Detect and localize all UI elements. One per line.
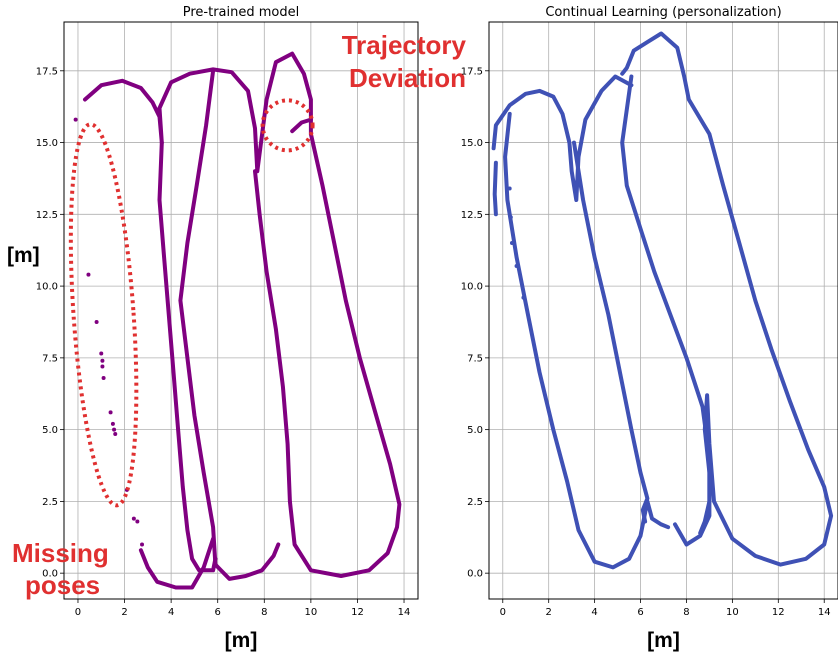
pose-point: [110, 421, 115, 426]
y-tick-label: 12.5: [461, 210, 483, 221]
plot-frame: [488, 21, 838, 600]
pose-point: [100, 358, 105, 363]
plot-frame: [63, 21, 419, 600]
annotation-label: poses: [25, 570, 100, 600]
y-axis-label: [m]: [7, 244, 40, 267]
x-tick-label: 14: [398, 607, 411, 618]
y-tick-label: 0.0: [467, 569, 483, 580]
y-tick-label: 7.5: [467, 353, 483, 364]
pose-point: [514, 264, 519, 269]
x-tick-label: 4: [168, 607, 174, 618]
trajectory-path: [620, 74, 712, 535]
y-tick-label: 15.0: [461, 138, 483, 149]
pose-point: [135, 519, 140, 524]
pretrained-model-panel: 0 2 4 6 8 10 12 14 0.0 2.5 5.0 7.5 10.0 12.5 15.0 17.5 P…: [7, 5, 467, 652]
x-axis-label: [m]: [225, 629, 258, 652]
pose-point: [521, 295, 526, 300]
y-tick-label: 10.0: [36, 282, 58, 293]
annotation-label: Missing: [12, 538, 109, 568]
x-tick-label: 10: [305, 607, 318, 618]
pose-point: [73, 117, 78, 122]
y-tick-label: 12.5: [36, 210, 58, 221]
pose-point: [100, 364, 105, 369]
y-tick-label: 2.5: [467, 497, 483, 508]
pose-point: [108, 410, 113, 415]
chart-title: Pre-trained model: [183, 5, 299, 20]
trajectory-path: [290, 117, 313, 134]
y-tick-label: 17.5: [36, 66, 58, 77]
pose-point: [131, 516, 136, 521]
x-tick-label: 14: [818, 607, 831, 618]
x-tick-label: 10: [726, 607, 739, 618]
y-tick-label: 5.0: [42, 425, 58, 436]
pose-point: [112, 427, 117, 432]
trajectory-path: [491, 74, 634, 202]
x-tick-label: 0: [500, 607, 506, 618]
missing-poses-highlight: [68, 122, 139, 508]
x-tick-label: 12: [772, 607, 785, 618]
x-tick-label: 12: [351, 607, 364, 618]
x-tick-label: 8: [261, 607, 267, 618]
deviation-highlight: [260, 98, 315, 153]
trajectory-path: [620, 31, 834, 567]
trajectory-path: [138, 536, 216, 590]
pose-point: [509, 241, 514, 246]
x-tick-label: 0: [75, 607, 81, 618]
pose-point: [86, 272, 91, 277]
y-tick-label: 5.0: [467, 425, 483, 436]
trajectory-path: [178, 68, 281, 581]
y-tick-label: 2.5: [42, 497, 58, 508]
x-tick-label: 2: [121, 607, 127, 618]
trajectory-path: [492, 160, 498, 217]
y-tick-label: 15.0: [36, 138, 58, 149]
annotation-label: Trajectory: [342, 30, 467, 60]
pose-point: [94, 319, 99, 324]
pose-point: [99, 351, 104, 356]
annotation-label: Deviation: [349, 63, 466, 93]
x-axis-label: [m]: [647, 629, 680, 652]
pose-point: [140, 542, 145, 547]
pose-point: [113, 431, 118, 436]
pose-point: [508, 215, 513, 220]
chart-title: Continual Learning (personalization): [545, 5, 781, 20]
x-tick-label: 2: [546, 607, 552, 618]
y-tick-label: 10.0: [461, 282, 483, 293]
pose-point: [507, 186, 512, 191]
y-tick-label: 0.0: [42, 569, 58, 580]
y-tick-label: 7.5: [42, 353, 58, 364]
x-tick-label: 4: [591, 607, 597, 618]
trajectory-path: [572, 140, 650, 524]
y-tick-label: 17.5: [461, 66, 483, 77]
x-tick-label: 6: [215, 607, 221, 618]
pose-point: [101, 375, 106, 380]
continual-learning-panel: 0 2 4 6 8 10 12 14 0.0 2.5 5.0 7.5 10.0 12.5 15.0 17.5 C…: [461, 5, 838, 652]
x-tick-label: 6: [637, 607, 643, 618]
x-tick-label: 8: [683, 607, 689, 618]
trajectory-path: [503, 111, 671, 570]
